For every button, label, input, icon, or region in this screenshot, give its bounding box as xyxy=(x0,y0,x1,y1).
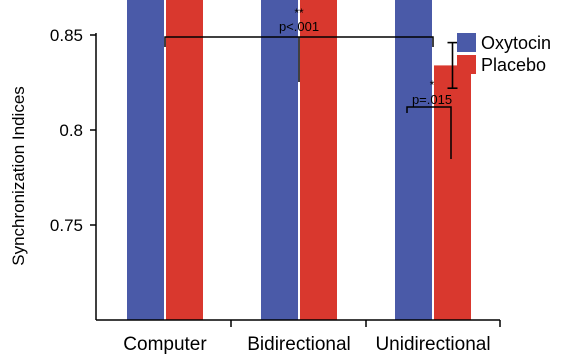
legend-label-placebo: Placebo xyxy=(481,55,546,75)
y-tick-label: 0.75 xyxy=(50,216,83,235)
bars-group xyxy=(127,0,471,321)
bar-placebo xyxy=(434,65,471,321)
bar-placebo xyxy=(166,0,203,320)
bar-placebo xyxy=(300,0,337,321)
error-bars-group xyxy=(447,41,458,89)
p-value-main: p<.001 xyxy=(279,19,319,34)
significance-stars-uni: * xyxy=(430,78,435,92)
significance-stars-main: ** xyxy=(294,6,304,20)
legend-swatch-placebo xyxy=(457,55,476,74)
bar-oxytocin xyxy=(395,0,432,320)
annotations-group: ** p<.001 * p=.015 xyxy=(164,6,452,159)
x-tick-label: Computer xyxy=(123,334,207,355)
significance-bracket-uni xyxy=(406,106,452,159)
y-tick-label: 0.8 xyxy=(59,121,83,140)
legend-swatch-oxytocin xyxy=(457,33,476,52)
legend-label-oxytocin: Oxytocin xyxy=(481,33,551,53)
legend: Oxytocin Placebo xyxy=(457,33,551,75)
y-tick-label: 0.85 xyxy=(50,26,83,45)
y-axis-label: Synchronization Indices xyxy=(9,86,28,266)
bar-oxytocin xyxy=(127,0,164,320)
y-ticks-group: 0.750.80.850.90.951 xyxy=(50,26,96,235)
bar-oxytocin xyxy=(261,0,298,320)
p-value-uni: p=.015 xyxy=(412,92,452,107)
x-tick-label: Bidirectional xyxy=(247,334,351,355)
x-tick-label: Unidirectional xyxy=(375,334,490,355)
x-ticks-group: Computer Bidirectional Unidirectional xyxy=(123,320,501,355)
